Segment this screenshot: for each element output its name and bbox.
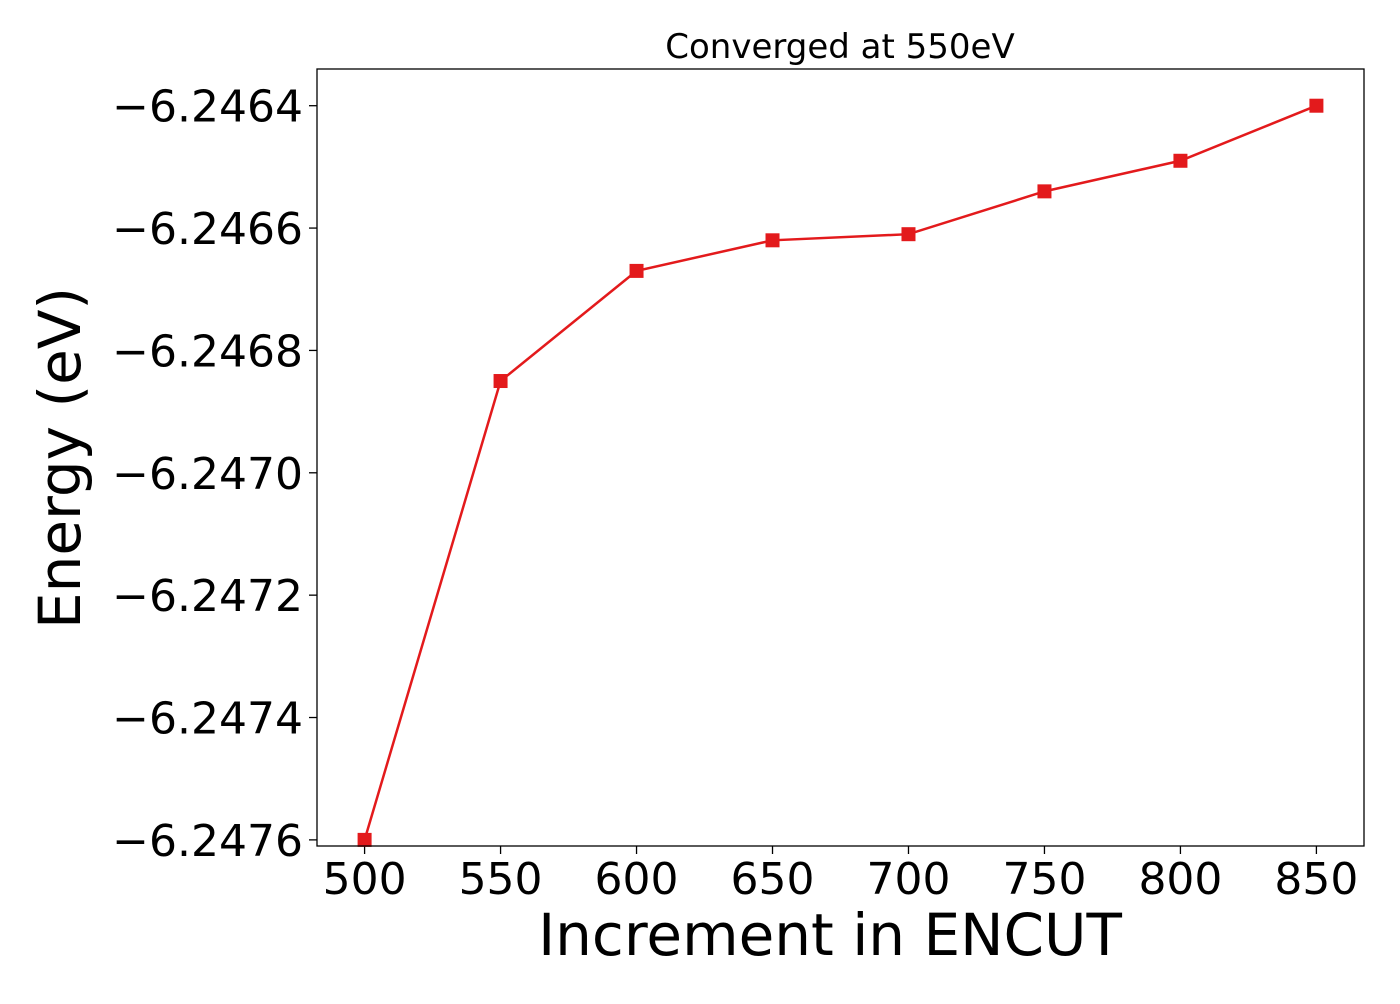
data-point-marker	[629, 263, 644, 278]
series-line	[363, 104, 1317, 841]
data-point-marker	[1037, 184, 1052, 199]
x-axis-label: Increment in ENCUT	[538, 901, 1122, 969]
data-point-marker	[493, 374, 508, 389]
y-axis-label: Energy (eV)	[26, 287, 94, 629]
chart-title: Converged at 550eV	[665, 27, 1014, 67]
data-point-marker	[1173, 153, 1188, 168]
y-tick-label: −6.2476	[112, 816, 303, 867]
x-tick-label: 500	[323, 854, 407, 905]
y-tick-label: −6.2464	[112, 82, 303, 133]
y-tick-label: −6.2466	[112, 204, 303, 255]
data-point-marker	[1309, 98, 1324, 113]
x-tick-label: 700	[866, 854, 950, 905]
y-tick-label: −6.2472	[112, 571, 303, 622]
axes-frame	[316, 68, 1365, 847]
y-tick-label: −6.2474	[112, 694, 303, 745]
plot-area: 500 550 600 650 700 750 800 850 −6.2464 −6.2466 −6…	[112, 82, 1358, 905]
data-point-marker	[901, 227, 916, 242]
data-point-marker	[357, 832, 372, 847]
x-tick-label: 650	[731, 854, 815, 905]
x-tick-label: 800	[1138, 854, 1222, 905]
y-tick-label: −6.2468	[112, 326, 303, 377]
x-tick-label: 850	[1274, 854, 1358, 905]
x-tick-label: 550	[459, 854, 543, 905]
y-tick-label: −6.2470	[112, 449, 303, 500]
data-point-marker	[765, 233, 780, 248]
x-tick-label: 750	[1002, 854, 1086, 905]
x-tick-label: 600	[595, 854, 679, 905]
